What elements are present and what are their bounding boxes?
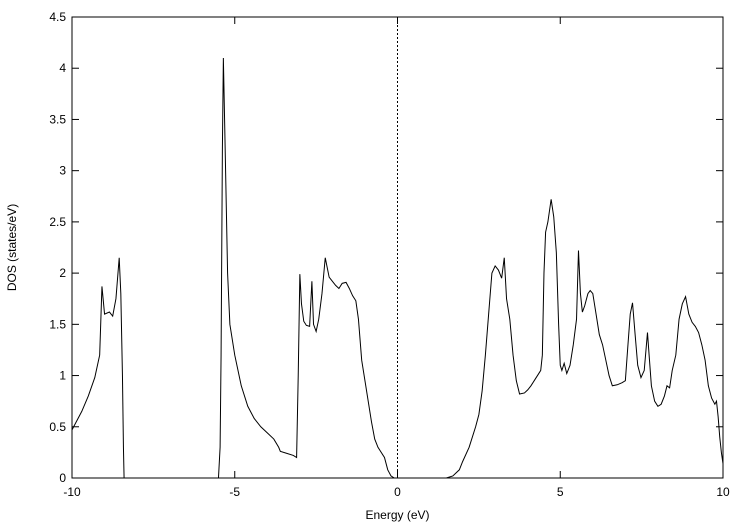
x-tick-label: -10 [63, 485, 81, 499]
y-tick-label: 0.5 [49, 420, 66, 434]
y-axis-title: DOS (states/eV) [5, 204, 19, 291]
y-tick-label: 4.5 [49, 10, 66, 24]
x-tick-label: 5 [557, 485, 564, 499]
y-tick-label: 0 [59, 471, 66, 485]
x-tick-label: 10 [716, 485, 730, 499]
y-tick-label: 1 [59, 369, 66, 383]
y-tick-labels: 0 0.5 1 1.5 2 2.5 3 3.5 4 4.5 [49, 10, 66, 485]
x-tick-label: 0 [394, 485, 401, 499]
y-tick-label: 2.5 [49, 215, 66, 229]
y-tick-label: 3.5 [49, 112, 66, 126]
y-tick-label: 1.5 [49, 317, 66, 331]
x-axis-title: Energy (eV) [365, 508, 429, 522]
y-tick-label: 3 [59, 164, 66, 178]
x-tick-labels: -10 -5 0 5 10 [63, 485, 730, 499]
dos-series-line [71, 57, 724, 479]
x-tick-label: -5 [229, 485, 240, 499]
y-tick-label: 4 [59, 61, 66, 75]
y-tick-label: 2 [59, 266, 66, 280]
